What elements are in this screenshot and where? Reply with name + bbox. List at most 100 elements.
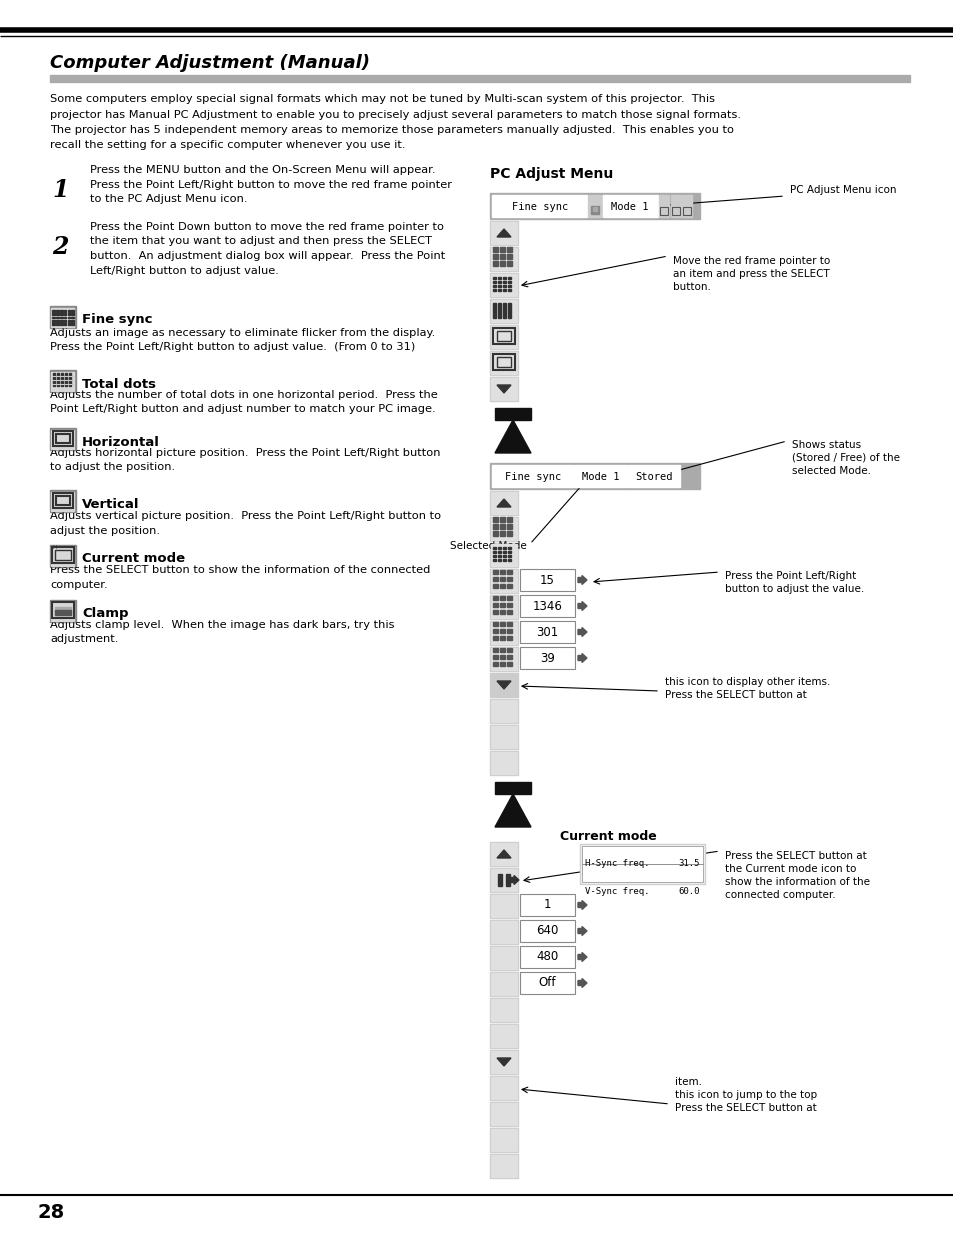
Bar xyxy=(506,662,512,666)
Text: Press the SELECT button at: Press the SELECT button at xyxy=(664,690,806,700)
Text: Fine sync: Fine sync xyxy=(504,472,560,482)
Bar xyxy=(499,531,504,536)
Bar xyxy=(507,551,511,553)
Bar xyxy=(490,351,517,375)
Text: H-Sync freq.: H-Sync freq. xyxy=(584,860,649,868)
Bar xyxy=(507,303,511,317)
Text: V-Sync freq.: V-Sync freq. xyxy=(584,887,649,895)
Bar xyxy=(491,1077,517,1099)
Bar xyxy=(51,601,74,620)
Bar xyxy=(52,316,55,319)
Bar xyxy=(52,547,74,563)
Bar xyxy=(493,559,496,561)
Text: 1: 1 xyxy=(52,178,69,203)
Bar xyxy=(50,429,76,450)
Polygon shape xyxy=(495,420,531,453)
Bar xyxy=(581,864,702,882)
Bar xyxy=(491,700,517,722)
Bar xyxy=(507,547,511,550)
Bar xyxy=(491,517,517,540)
Bar xyxy=(499,597,504,600)
Text: to adjust the position.: to adjust the position. xyxy=(50,462,175,473)
Bar xyxy=(519,647,575,669)
Bar xyxy=(497,289,500,291)
Bar xyxy=(497,547,500,550)
Bar xyxy=(56,324,59,325)
Bar xyxy=(506,629,512,634)
Bar xyxy=(495,408,531,420)
Bar xyxy=(490,273,517,296)
Bar xyxy=(490,193,700,219)
Bar xyxy=(60,316,63,319)
Bar xyxy=(493,577,497,580)
Bar xyxy=(506,254,512,259)
Bar xyxy=(493,254,497,259)
Bar xyxy=(506,655,512,659)
Bar xyxy=(499,584,504,588)
Bar xyxy=(64,310,67,312)
Bar xyxy=(497,277,500,279)
Bar xyxy=(55,550,71,559)
Text: PC Adjust Menu: PC Adjust Menu xyxy=(490,167,613,182)
Text: button to adjust the value.: button to adjust the value. xyxy=(724,584,863,594)
Bar xyxy=(506,571,512,574)
Bar xyxy=(491,973,517,995)
Bar xyxy=(492,466,574,487)
Bar xyxy=(491,844,517,864)
Bar xyxy=(519,569,575,592)
Text: 39: 39 xyxy=(539,652,555,664)
Bar xyxy=(64,324,67,325)
Bar xyxy=(493,329,515,345)
Bar xyxy=(491,248,517,270)
Bar xyxy=(505,874,510,885)
Bar xyxy=(506,577,512,580)
Bar xyxy=(627,466,679,487)
Text: Press the SELECT button at: Press the SELECT button at xyxy=(724,851,866,861)
Bar xyxy=(493,261,497,266)
Bar xyxy=(490,972,517,995)
Bar xyxy=(502,285,505,287)
Bar xyxy=(493,354,515,370)
Bar xyxy=(491,1051,517,1073)
Bar xyxy=(61,373,64,387)
Bar xyxy=(493,289,496,291)
Bar xyxy=(506,247,512,252)
Text: to the PC Adjust Menu icon.: to the PC Adjust Menu icon. xyxy=(90,194,247,204)
Bar xyxy=(506,531,512,536)
Bar xyxy=(493,622,497,626)
Bar xyxy=(51,492,74,510)
FancyArrow shape xyxy=(578,952,586,962)
Text: 640: 640 xyxy=(536,925,558,937)
Bar xyxy=(575,466,626,487)
Bar xyxy=(493,610,497,614)
Bar xyxy=(497,874,501,885)
Text: Clamp: Clamp xyxy=(82,608,129,620)
Bar xyxy=(493,662,497,666)
Bar xyxy=(506,610,512,614)
Bar xyxy=(65,373,68,387)
Text: an item and press the SELECT: an item and press the SELECT xyxy=(672,269,829,279)
Bar xyxy=(491,597,517,618)
Text: The projector has 5 independent memory areas to memorize those parameters manual: The projector has 5 independent memory a… xyxy=(50,125,733,135)
Bar xyxy=(490,998,517,1023)
Bar xyxy=(490,725,517,748)
Text: Point Left/Right button and adjust number to match your PC image.: Point Left/Right button and adjust numbe… xyxy=(50,405,436,415)
Polygon shape xyxy=(497,680,511,689)
Bar xyxy=(490,543,517,567)
Bar xyxy=(56,310,59,312)
Bar xyxy=(499,524,504,529)
Bar xyxy=(497,282,500,283)
Text: this icon to jump to the top: this icon to jump to the top xyxy=(675,1091,817,1100)
Polygon shape xyxy=(497,499,511,508)
Polygon shape xyxy=(497,1058,511,1066)
Text: 301: 301 xyxy=(536,625,558,638)
Bar xyxy=(499,571,504,574)
Bar xyxy=(499,648,504,652)
Bar xyxy=(506,584,512,588)
Text: selected Mode.: selected Mode. xyxy=(791,466,870,475)
Bar xyxy=(491,326,517,348)
Bar xyxy=(519,595,575,618)
Text: the Current mode icon to: the Current mode icon to xyxy=(724,864,856,874)
Bar xyxy=(51,547,74,566)
Bar xyxy=(68,324,71,325)
